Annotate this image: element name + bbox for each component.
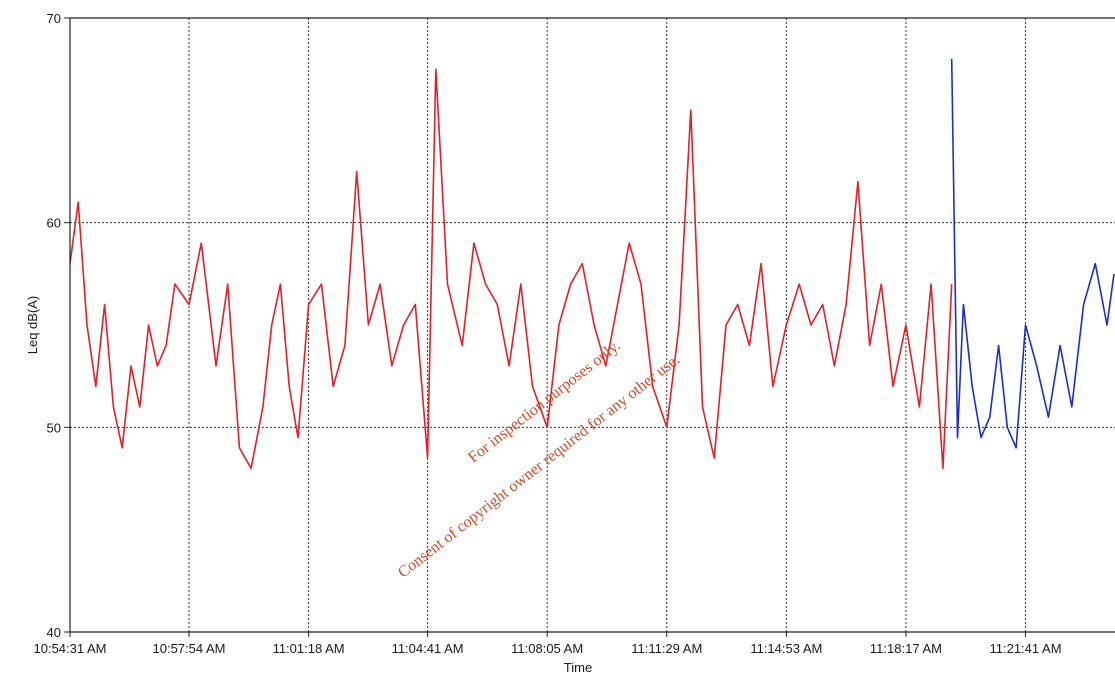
y-tick-label: 40 [47, 625, 61, 640]
y-tick-labels: 40 50 60 70 [47, 11, 70, 640]
y-axis-title: Leq dB(A) [25, 296, 40, 355]
axes [69, 17, 1115, 633]
y-tick-label: 60 [47, 216, 61, 231]
grid [70, 18, 1115, 632]
x-tick-label: 11:21:41 AM [989, 641, 1061, 656]
x-axis-title: Time [564, 660, 592, 675]
y-tick-label: 70 [47, 11, 61, 26]
x-tick-label: 11:14:53 AM [750, 641, 822, 656]
x-tick-label: 10:57:54 AM [153, 641, 226, 656]
x-tick-label: 10:54:31 AM [34, 641, 107, 656]
x-tick-label: 11:18:17 AM [870, 641, 942, 656]
x-tick-label: 11:04:41 AM [392, 641, 464, 656]
series-line-blue [950, 58, 1115, 449]
y-tick-label: 50 [47, 420, 61, 435]
x-tick-label: 11:01:18 AM [273, 641, 345, 656]
x-tick-label: 11:11:29 AM [631, 641, 702, 656]
x-tick-label: 11:08:05 AM [511, 641, 583, 656]
series-line-red [69, 68, 953, 470]
x-tick-labels: 10:54:31 AM 10:57:54 AM 11:01:18 AM 11:04:4… [34, 632, 1062, 656]
series-lines [69, 58, 1115, 470]
